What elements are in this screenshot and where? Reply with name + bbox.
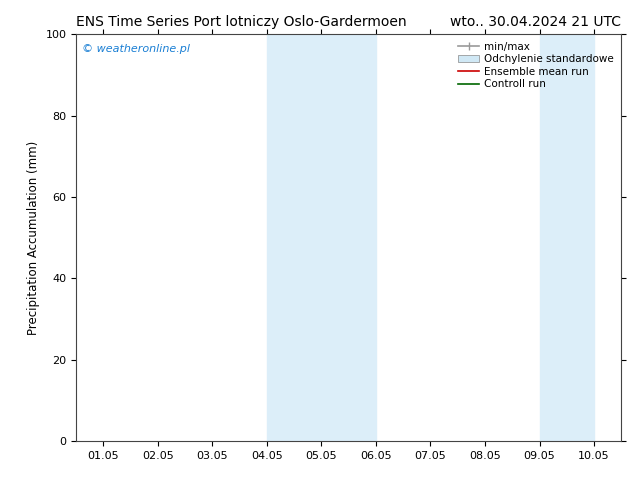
Text: © weatheronline.pl: © weatheronline.pl xyxy=(82,45,190,54)
Bar xyxy=(540,34,594,441)
Bar xyxy=(267,34,376,441)
Text: wto.. 30.04.2024 21 UTC: wto.. 30.04.2024 21 UTC xyxy=(450,15,621,29)
Legend: min/max, Odchylenie standardowe, Ensemble mean run, Controll run: min/max, Odchylenie standardowe, Ensembl… xyxy=(456,40,616,92)
Y-axis label: Precipitation Accumulation (mm): Precipitation Accumulation (mm) xyxy=(27,141,40,335)
Text: ENS Time Series Port lotniczy Oslo-Gardermoen: ENS Time Series Port lotniczy Oslo-Garde… xyxy=(76,15,406,29)
